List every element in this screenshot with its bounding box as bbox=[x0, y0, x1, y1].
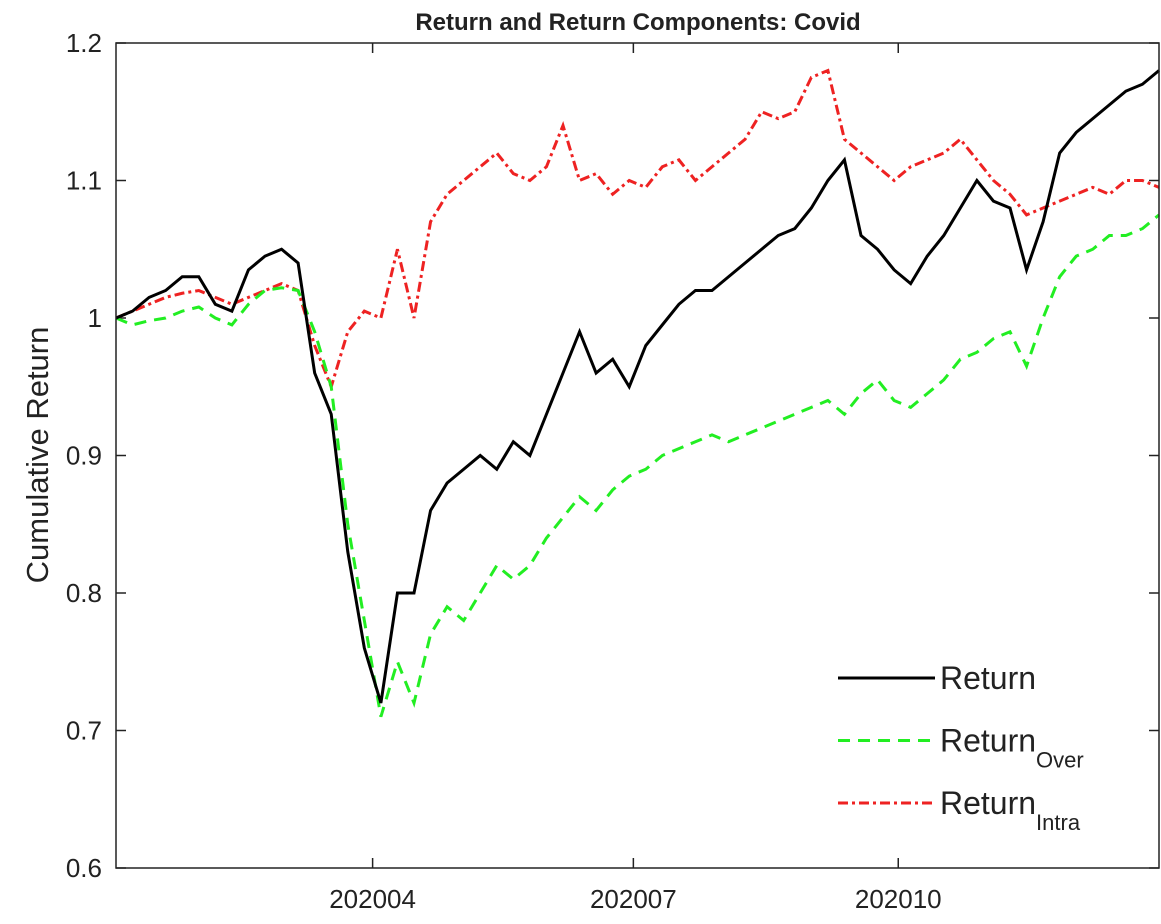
y-tick-label: 0.9 bbox=[66, 441, 102, 471]
legend-label: ReturnIntra bbox=[940, 785, 1081, 835]
x-tick-label: 202010 bbox=[855, 884, 942, 914]
y-tick-label: 0.6 bbox=[66, 853, 102, 883]
legend-name: Return bbox=[940, 723, 1036, 759]
y-axis-label: Cumulative Return bbox=[20, 327, 55, 584]
series-line bbox=[115, 68, 1160, 392]
legend-subscript: Over bbox=[1036, 748, 1084, 773]
legend-label: ReturnOver bbox=[940, 723, 1084, 773]
y-tick-label: 1.1 bbox=[66, 166, 102, 196]
chart-title: Return and Return Components: Covid bbox=[415, 9, 860, 36]
legend-label: Return bbox=[940, 660, 1036, 696]
plot-frame bbox=[115, 42, 1160, 869]
y-tick-label: 1 bbox=[88, 303, 102, 333]
y-tick-label: 1.2 bbox=[66, 28, 102, 58]
legend-subscript: Intra bbox=[1036, 810, 1081, 835]
legend-name: Return bbox=[940, 660, 1036, 696]
series-line bbox=[115, 69, 1160, 704]
x-tick-label: 202007 bbox=[590, 884, 677, 914]
x-tick-label: 202004 bbox=[329, 884, 416, 914]
legend-name: Return bbox=[940, 785, 1036, 821]
y-tick-label: 0.7 bbox=[66, 716, 102, 746]
series-line bbox=[115, 213, 1160, 718]
y-tick-label: 0.8 bbox=[66, 578, 102, 608]
